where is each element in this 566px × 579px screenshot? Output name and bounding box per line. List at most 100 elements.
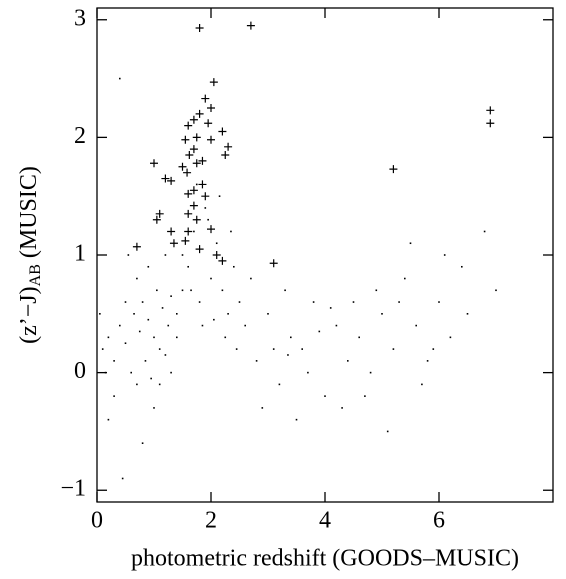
plus-marker [201, 192, 210, 201]
dot-marker [198, 301, 201, 303]
dot-marker [250, 277, 252, 280]
dot-marker [369, 371, 372, 374]
plus-marker [486, 119, 495, 128]
dot-marker [170, 295, 172, 297]
y-label-sub: AB [27, 264, 44, 286]
dot-marker [438, 301, 440, 303]
dot-marker [147, 265, 150, 268]
plus-marker [155, 209, 164, 218]
dot-marker [210, 277, 212, 280]
dot-marker [421, 383, 423, 386]
dot-marker [312, 301, 315, 303]
dot-marker [364, 395, 366, 397]
dot-marker [255, 360, 258, 362]
dot-marker [138, 330, 141, 333]
plus-marker [195, 109, 204, 118]
plus-marker [224, 142, 233, 151]
plus-marker [246, 21, 255, 30]
dot-marker [181, 289, 184, 292]
dot-marker [187, 265, 189, 268]
y-tick-label: 0 [74, 358, 86, 384]
dot-marker [221, 289, 224, 292]
dot-marker [113, 395, 115, 397]
plus-marker [150, 159, 158, 168]
dot-marker [267, 313, 269, 315]
dot-marker [158, 348, 161, 350]
y-tick-label: 1 [74, 241, 86, 267]
dot-marker [238, 301, 241, 303]
plus-marker [183, 168, 192, 177]
dot-marker [386, 430, 389, 433]
plus-marker [207, 103, 215, 112]
dot-marker [215, 242, 218, 245]
dot-marker [224, 336, 227, 339]
plus-marker [195, 245, 204, 254]
plus-marker [221, 151, 230, 160]
plus-marker [486, 106, 495, 115]
y-tick-label: 3 [74, 5, 86, 31]
plus-marker [184, 189, 193, 198]
dot-marker [432, 348, 435, 350]
dot-marker [176, 336, 178, 339]
y-axis-label: (z’−J)AB (MUSIC) [16, 166, 44, 344]
dot-marker [121, 477, 124, 480]
dot-marker [167, 324, 170, 327]
dot-marker [466, 313, 469, 315]
dot-marker [107, 336, 110, 339]
dot-marker [409, 242, 412, 245]
plus-marker [218, 256, 227, 265]
dot-marker [352, 301, 355, 303]
dot-marker [156, 289, 158, 292]
dot-marker [193, 230, 195, 233]
plus-marker [184, 121, 193, 130]
dot-marker [230, 230, 232, 233]
plus-marker [181, 135, 190, 144]
dot-marker [381, 313, 383, 315]
dot-marker [136, 277, 138, 280]
dot-marker [347, 360, 349, 362]
dot-marker [158, 383, 161, 386]
dot-marker [195, 183, 198, 186]
plus-marker [192, 133, 201, 142]
dot-marker [150, 377, 152, 380]
plus-marker [184, 209, 193, 218]
dot-marker [284, 289, 286, 292]
plus-marker [189, 186, 198, 195]
dot-marker [164, 354, 167, 356]
dot-marker [301, 348, 303, 350]
dot-marker [190, 289, 192, 292]
dot-marker [170, 371, 172, 374]
dot-marker [181, 254, 184, 256]
plus-marker [161, 174, 170, 183]
dot-marker [124, 342, 127, 345]
plus-marker [152, 215, 161, 224]
plus-marker [189, 145, 198, 154]
x-tick-label: 0 [91, 508, 103, 534]
dot-marker [201, 324, 204, 327]
dot-marker [244, 324, 246, 327]
plus-marker [189, 115, 198, 124]
dot-marker [443, 254, 446, 256]
dot-marker [119, 77, 121, 80]
dot-marker [144, 360, 147, 362]
y-tick-label: 2 [74, 123, 86, 149]
dot-marker [207, 218, 209, 221]
dot-marker [161, 307, 164, 309]
dot-marker [261, 407, 264, 409]
dot-marker [107, 418, 110, 421]
y-label-suffix: (MUSIC) [16, 166, 42, 264]
dot-marker [426, 360, 429, 362]
plus-marker [207, 135, 215, 144]
dot-marker [233, 265, 235, 268]
dot-marker [324, 395, 326, 397]
dot-marker [153, 336, 155, 339]
dot-marker [130, 371, 132, 374]
dot-marker [113, 360, 115, 362]
plus-marker [189, 201, 198, 210]
dot-marker [318, 330, 321, 333]
dot-marker [358, 336, 360, 339]
plus-marker [218, 127, 227, 136]
dot-marker [461, 265, 463, 268]
plus-marker [192, 159, 201, 168]
